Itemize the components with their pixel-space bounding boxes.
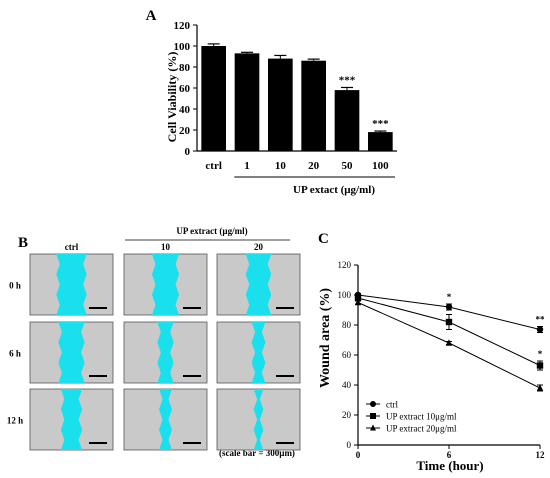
chart-a-ytick-label: 100 bbox=[174, 41, 191, 53]
wound-area bbox=[151, 254, 180, 315]
chart-c-significance: ** bbox=[536, 315, 546, 325]
chart-a-bar bbox=[201, 46, 226, 151]
wound-area bbox=[251, 322, 266, 383]
chart-c-ytick-label: 120 bbox=[338, 260, 352, 270]
chart-a-ytick-label: 20 bbox=[179, 125, 191, 137]
panel-b-group-label: UP extract (µg/ml) bbox=[176, 226, 247, 236]
chart-a-xlabel: UP extact (μg/ml) bbox=[293, 184, 375, 196]
chart-c-point bbox=[445, 303, 453, 311]
wound-area bbox=[157, 322, 174, 383]
chart-c-point bbox=[536, 384, 544, 391]
chart-a-category-label: 50 bbox=[342, 160, 354, 172]
wound-area bbox=[60, 389, 83, 450]
panel-b-column-label: ctrl bbox=[65, 242, 79, 252]
chart-c-point bbox=[536, 326, 544, 333]
chart-a-category-label: 20 bbox=[308, 160, 320, 172]
wound-healing-image-grid: UP extract (µg/ml) (scale bar = 300µm) c… bbox=[7, 226, 301, 458]
chart-c-xlabel: Time (hour) bbox=[416, 458, 483, 473]
chart-a-bar bbox=[334, 90, 360, 151]
wound-area bbox=[253, 389, 264, 450]
wound-area bbox=[159, 389, 172, 450]
chart-c-point bbox=[354, 298, 362, 306]
chart-c-ytick-label: 20 bbox=[342, 410, 352, 420]
chart-c-legend-marker bbox=[370, 401, 376, 407]
chart-a-ytick-label: 40 bbox=[179, 104, 191, 116]
chart-c-legend-label: ctrl bbox=[386, 400, 398, 410]
panel-a-label: A bbox=[146, 8, 157, 24]
chart-a-ytick-label: 0 bbox=[185, 146, 191, 158]
chart-c-point bbox=[445, 339, 453, 346]
chart-c-ytick-label: 40 bbox=[342, 380, 352, 390]
chart-a-bar bbox=[268, 58, 293, 151]
chart-a-bar bbox=[234, 53, 260, 151]
chart-c-ylabel: Wound area (%) bbox=[318, 288, 333, 388]
chart-a-category-label: 1 bbox=[244, 160, 250, 172]
panel-b-scale-caption: (scale bar = 300µm) bbox=[219, 448, 295, 458]
chart-a-category-label: ctrl bbox=[205, 160, 221, 172]
panel-b-column-label: 20 bbox=[254, 242, 264, 252]
chart-c-xtick-label: 0 bbox=[356, 450, 361, 460]
chart-a-bar bbox=[301, 60, 326, 152]
panel-b-row-label: 0 h bbox=[9, 281, 21, 291]
chart-a-bar bbox=[368, 132, 393, 151]
panel-b-row-label: 12 h bbox=[7, 416, 23, 426]
cell-viability-bar-chart: Cell Viability (%) UP extact (μg/ml) 0 20… bbox=[165, 20, 397, 196]
panel-b-label: B bbox=[18, 235, 28, 251]
chart-a-ytick-label: 60 bbox=[179, 83, 191, 95]
chart-a-ylabel: Cell Viability (%) bbox=[165, 52, 179, 143]
chart-c-significance: * bbox=[447, 292, 452, 302]
panel-b-row-label: 6 h bbox=[9, 349, 21, 359]
wound-area bbox=[58, 322, 85, 383]
chart-a-significance: *** bbox=[372, 118, 389, 130]
chart-a-significance: *** bbox=[339, 74, 356, 86]
chart-c-legend-marker bbox=[370, 424, 376, 431]
chart-a-category-label: 100 bbox=[372, 160, 389, 172]
chart-a-ytick-label: 80 bbox=[179, 62, 191, 74]
chart-c-ytick-label: 80 bbox=[342, 320, 352, 330]
chart-c-legend-label: UP extract 20μg/ml bbox=[386, 424, 457, 434]
chart-c-point bbox=[445, 318, 453, 326]
chart-a-category-label: 10 bbox=[275, 160, 287, 172]
chart-c-point bbox=[536, 362, 544, 369]
chart-c-ytick-label: 60 bbox=[342, 350, 352, 360]
chart-c-xtick-label: 6 bbox=[447, 450, 452, 460]
wound-area bbox=[245, 254, 272, 315]
wound-area-line-chart: Wound area (%) Time (hour) 0204060801001… bbox=[318, 260, 545, 473]
panel-c-label: C bbox=[318, 231, 329, 247]
chart-c-point bbox=[354, 294, 362, 302]
panel-b-column-label: 10 bbox=[161, 242, 171, 252]
chart-c-ytick-label: 100 bbox=[338, 290, 352, 300]
chart-c-legend-label: UP extract 10μg/ml bbox=[386, 412, 457, 422]
wound-area bbox=[56, 254, 87, 315]
chart-c-legend-marker bbox=[370, 413, 376, 419]
chart-a-ytick-label: 120 bbox=[174, 20, 191, 32]
chart-c-ytick-label: 0 bbox=[347, 440, 352, 450]
chart-c-significance: * bbox=[538, 349, 543, 359]
chart-c-xtick-label: 12 bbox=[536, 450, 546, 460]
